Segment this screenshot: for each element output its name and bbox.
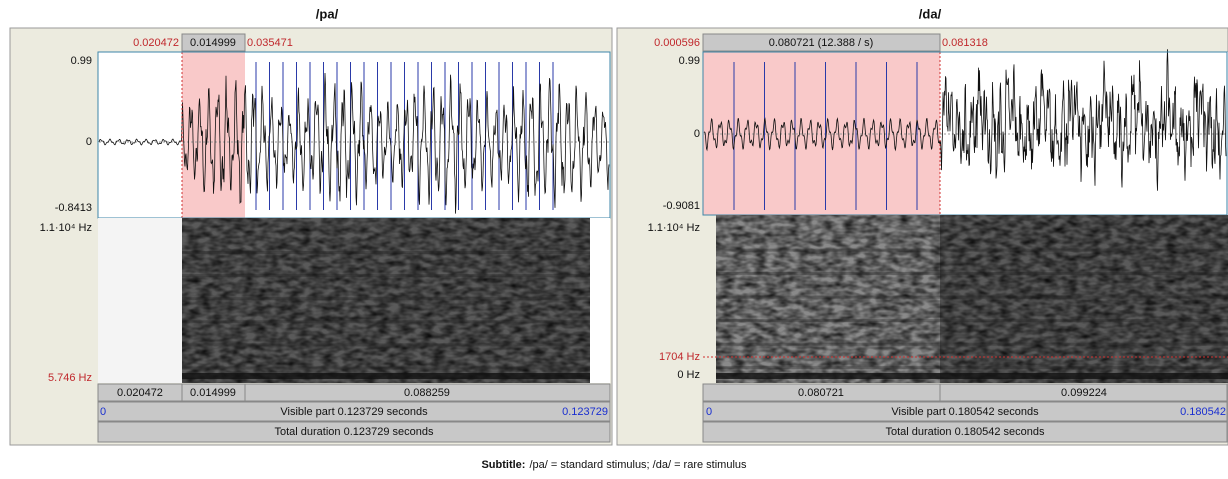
amplitude-label: -0.8413	[55, 202, 92, 214]
formant-band	[716, 319, 940, 323]
visible-end: 0.180542	[1180, 406, 1226, 418]
segment-label: 0.088259	[404, 387, 450, 399]
selection-box	[181, 33, 246, 52]
spectrogram-blank	[590, 218, 610, 383]
formant-band	[716, 295, 940, 299]
frequency-label: 5.746 Hz	[48, 372, 92, 384]
frequency-label: 1.1·10⁴ Hz	[648, 222, 700, 234]
spectrogram-group	[703, 215, 1228, 383]
visible-part: Visible part 0.123729 seconds	[280, 406, 428, 418]
amplitude-label: 0	[86, 136, 92, 148]
waveform	[98, 72, 610, 214]
visible-start: 0	[706, 406, 712, 418]
spectrogram-group	[98, 218, 610, 383]
formant-band	[940, 248, 1228, 252]
panel-title: /da/	[919, 6, 942, 21]
time-label: 0.014999	[190, 37, 236, 49]
visible-end: 0.123729	[562, 406, 608, 418]
total-bar[interactable]	[702, 421, 1228, 443]
segment-label: 0.099224	[1061, 387, 1107, 399]
total-duration: Total duration 0.123729 seconds	[274, 426, 434, 438]
formant-band	[716, 342, 940, 346]
spectrogram-noise	[182, 218, 590, 383]
total-bar[interactable]	[97, 421, 611, 443]
time-label: 0.081318	[942, 37, 988, 49]
caption-label: Subtitle:	[481, 459, 525, 471]
formant-band	[182, 320, 590, 324]
formant-band	[940, 366, 1228, 370]
waveform	[703, 49, 1227, 191]
visible-bar[interactable]	[97, 401, 611, 422]
time-label: 0.000596	[654, 37, 700, 49]
segment-label: 0.020472	[117, 387, 163, 399]
formant-band	[940, 342, 1228, 346]
panel-title: /pa/	[316, 6, 339, 21]
formant-band	[182, 366, 590, 370]
waveform-area	[98, 52, 610, 218]
frequency-label: 0 Hz	[677, 369, 700, 381]
amplitude-label: 0	[694, 128, 700, 140]
formant-band	[716, 248, 940, 252]
time-label: 0.020472	[133, 37, 179, 49]
total-duration: Total duration 0.180542 seconds	[885, 426, 1045, 438]
frequency-label: 1704 Hz	[659, 351, 700, 363]
caption: Subtitle: /pa/ = standard stimulus; /da/ …	[481, 459, 747, 471]
segment-label: 0.080721	[798, 387, 844, 399]
segment	[244, 383, 611, 402]
segment-label: 0.014999	[190, 387, 236, 399]
formant-band	[182, 274, 590, 278]
voicing-bar	[940, 373, 1228, 379]
voicing-bar	[182, 373, 590, 379]
formant-band	[182, 343, 590, 347]
formant-band	[716, 272, 940, 276]
segment	[939, 383, 1228, 402]
formant-band	[940, 319, 1228, 323]
voicing-bar	[716, 373, 940, 379]
visible-bar[interactable]	[702, 401, 1228, 422]
spectrogram-blank	[98, 218, 182, 383]
selection-box	[702, 33, 941, 52]
formant-band	[182, 251, 590, 254]
caption-text: /pa/ = standard stimulus; /da/ = rare st…	[529, 459, 747, 471]
formant-band	[716, 366, 940, 370]
visible-part: Visible part 0.180542 seconds	[891, 406, 1039, 418]
amplitude-label: 0.99	[679, 55, 700, 67]
formant-band	[940, 272, 1228, 276]
waveform-group	[98, 52, 610, 383]
visible-start: 0	[100, 406, 106, 418]
time-label: 0.035471	[247, 37, 293, 49]
spectrogram-noise	[940, 215, 1228, 383]
time-label: 0.080721 (12.388 / s)	[769, 37, 874, 49]
amplitude-label: 0.99	[71, 55, 92, 67]
spectrogram-noise	[716, 215, 940, 383]
frequency-label: 1.1·10⁴ Hz	[40, 222, 92, 234]
formant-band	[182, 297, 590, 301]
formant-band	[940, 295, 1228, 299]
amplitude-label: -0.9081	[663, 200, 700, 212]
